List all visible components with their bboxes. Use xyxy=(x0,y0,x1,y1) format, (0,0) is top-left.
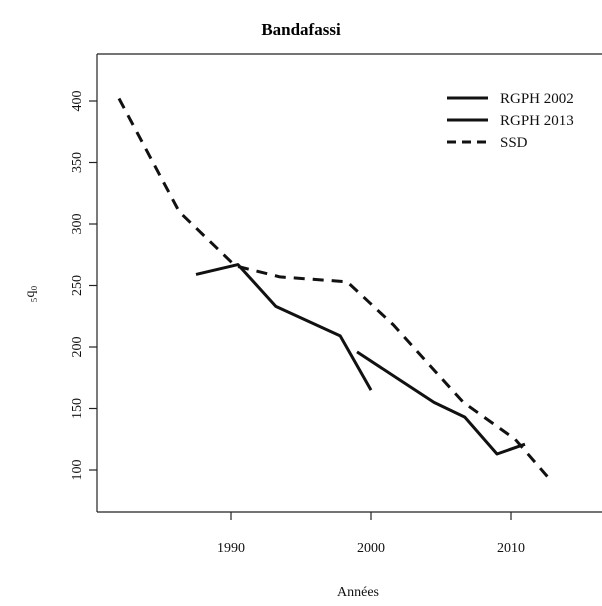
axes xyxy=(96,53,602,513)
x-tick-label: 2000 xyxy=(357,541,385,556)
legend: RGPH 2002 RGPH 2013 SSD xyxy=(447,91,574,151)
y-axis-title: ₅q₀ xyxy=(23,286,38,303)
y-tick-label: 100 xyxy=(70,460,85,481)
y-tick-label: 350 xyxy=(70,152,85,173)
axis-ticks: 1990 2000 2010 100 150 200 250 300 350 400 xyxy=(70,91,525,557)
y-tick-label: 300 xyxy=(70,214,85,235)
series-line-2 xyxy=(356,350,526,456)
y-tick-label: 200 xyxy=(70,337,85,358)
chart-title: Bandafassi xyxy=(261,20,341,39)
y-tick-label: 150 xyxy=(70,398,85,419)
series-line-3 xyxy=(117,97,552,481)
legend-label: RGPH 2002 xyxy=(500,91,574,107)
series-line-1 xyxy=(195,263,373,391)
x-axis-title: Années xyxy=(337,585,379,600)
x-tick-label: 2010 xyxy=(497,541,525,556)
x-tick-label: 1990 xyxy=(217,541,245,556)
y-tick-label: 250 xyxy=(70,275,85,296)
legend-label: SSD xyxy=(500,135,528,151)
y-tick-label: 400 xyxy=(70,91,85,112)
legend-label: RGPH 2013 xyxy=(500,113,574,129)
series-lines xyxy=(117,97,552,481)
